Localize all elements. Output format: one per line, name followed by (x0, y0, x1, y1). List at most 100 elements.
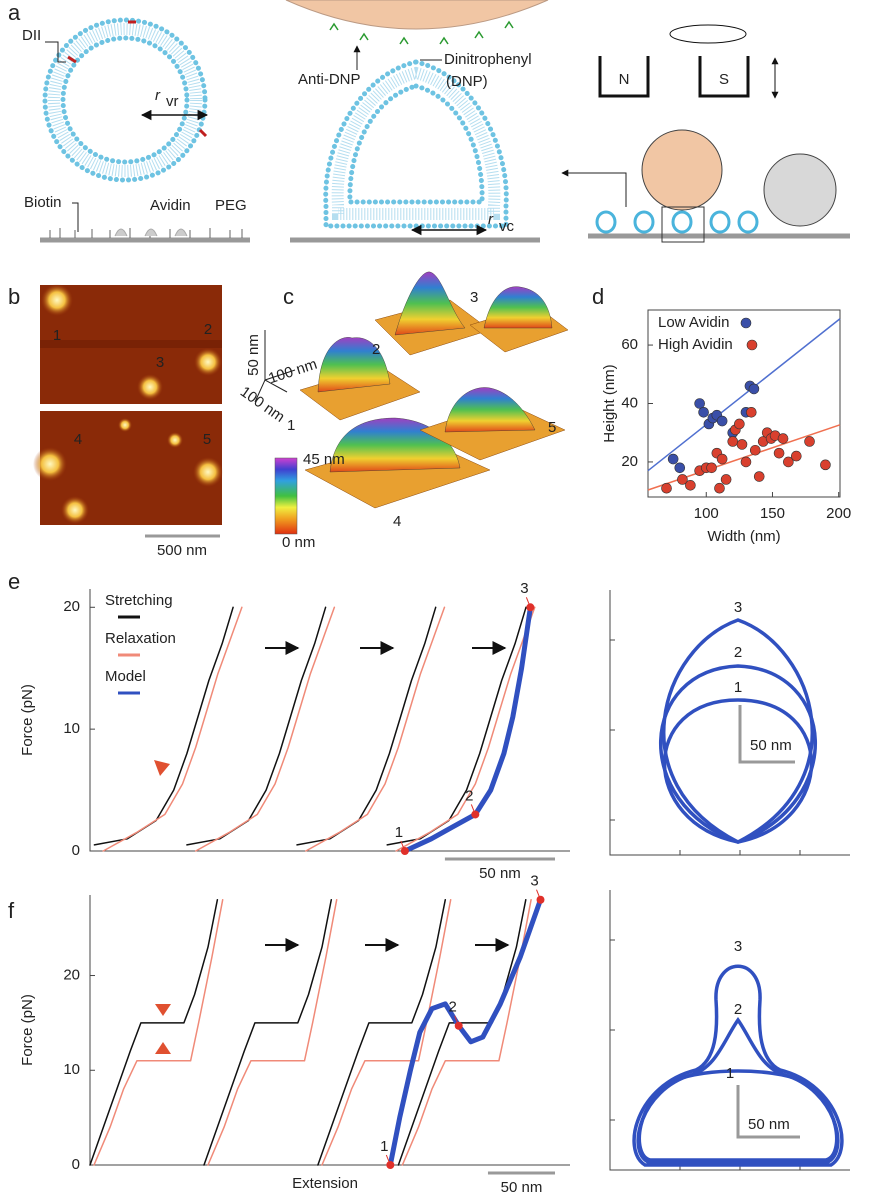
label: 2 (204, 321, 212, 338)
pointer (72, 203, 78, 232)
point (675, 463, 685, 473)
figure: a b c d e f DII r vr Biotin Avidin PEG A… (0, 0, 874, 1196)
dye (200, 130, 206, 136)
y-axis-label: Force (pN) (19, 684, 36, 756)
annotations (155, 1004, 171, 1016)
legend-label: Stretching (105, 592, 173, 609)
point (699, 407, 709, 417)
avidin (115, 229, 187, 236)
point (662, 483, 672, 493)
vesicle (33, 447, 67, 481)
y-tick-label: 20 (63, 598, 80, 615)
point (721, 474, 731, 484)
point (749, 384, 759, 394)
vesicle (41, 284, 73, 316)
label: Anti-DNP (298, 71, 361, 88)
label: Avidin (150, 197, 191, 214)
shapes-f: 1 2 3 50 nm (610, 890, 850, 1170)
y-tick-label: 0 (72, 842, 80, 859)
vesicle (61, 496, 89, 524)
vesicle (118, 418, 132, 432)
label: 5 (203, 431, 211, 448)
afm-images: 1 2 3 4 5 500 nm (33, 284, 223, 559)
rotation (670, 25, 746, 43)
point (386, 1161, 394, 1169)
label: vr (166, 93, 179, 110)
point (728, 436, 738, 446)
surface-plot (445, 388, 535, 432)
label: N (619, 71, 630, 88)
dye (68, 57, 76, 62)
point (774, 448, 784, 458)
label: Dinitrophenyl (444, 51, 532, 68)
point (537, 896, 545, 904)
label: 5 (548, 419, 556, 436)
schematic: DII r vr Biotin Avidin PEG Anti-DNP Dini… (22, 0, 850, 242)
legend-label: High Avidin (658, 336, 733, 353)
label: vc (499, 218, 515, 235)
label: 50 nm (750, 737, 792, 754)
x-tick-label: 150 (760, 505, 785, 522)
vesicles (597, 212, 615, 232)
legend-label: Low Avidin (658, 314, 729, 331)
surface-plot (484, 287, 552, 328)
y-axis-label: Force (pN) (19, 994, 36, 1066)
x-axis-label: Width (nm) (707, 528, 780, 545)
bead (642, 130, 722, 210)
point (750, 445, 760, 455)
legend-label: Relaxation (105, 630, 176, 647)
vesicles (673, 212, 691, 232)
y-axis-label: Height (nm) (601, 364, 618, 442)
label: (DNP) (446, 73, 488, 90)
label: 50 nm (748, 1116, 790, 1133)
point (820, 460, 830, 470)
point-label: 3 (530, 873, 538, 890)
point (805, 436, 815, 446)
point (471, 810, 479, 818)
label: 100 nm (266, 356, 319, 388)
y-tick-label: 10 (63, 720, 80, 737)
legend-marker (741, 318, 751, 328)
label: 2 (734, 644, 742, 661)
x-tick-label: 200 (826, 505, 851, 522)
lipid-inner (350, 86, 482, 202)
vesicle (137, 374, 163, 400)
panel-label: d (592, 284, 604, 309)
colorbar (275, 458, 297, 534)
vesicle (167, 432, 183, 448)
label: Biotin (24, 194, 62, 211)
label: 500 nm (157, 542, 207, 559)
point (778, 434, 788, 444)
vesicles (635, 212, 653, 232)
point (707, 463, 717, 473)
x-axis-label: Extension (292, 1175, 358, 1192)
label: 1 (734, 679, 742, 696)
point-label: 2 (449, 999, 457, 1016)
point (734, 419, 744, 429)
label: 100 nm (237, 383, 288, 426)
vesicles (597, 212, 757, 232)
point (685, 480, 695, 490)
point (791, 451, 801, 461)
label: 2 (734, 1001, 742, 1018)
label: 0 nm (282, 534, 315, 551)
point (668, 454, 678, 464)
label: S (719, 71, 729, 88)
label: 2 (372, 341, 380, 358)
point (737, 439, 747, 449)
legend-marker (747, 340, 757, 350)
label: 4 (74, 431, 82, 448)
point (715, 483, 725, 493)
panel-label: c (283, 284, 294, 309)
label: PEG (215, 197, 247, 214)
shapes-e (665, 700, 812, 842)
label: 1 (287, 417, 295, 434)
vesicle (194, 348, 222, 376)
legend-label: Model (105, 668, 146, 685)
point-label: 1 (395, 824, 403, 841)
label: 3 (156, 354, 164, 371)
panel-label: e (8, 569, 20, 594)
point (754, 472, 764, 482)
point (526, 603, 534, 611)
y-tick-label: 20 (621, 453, 638, 470)
